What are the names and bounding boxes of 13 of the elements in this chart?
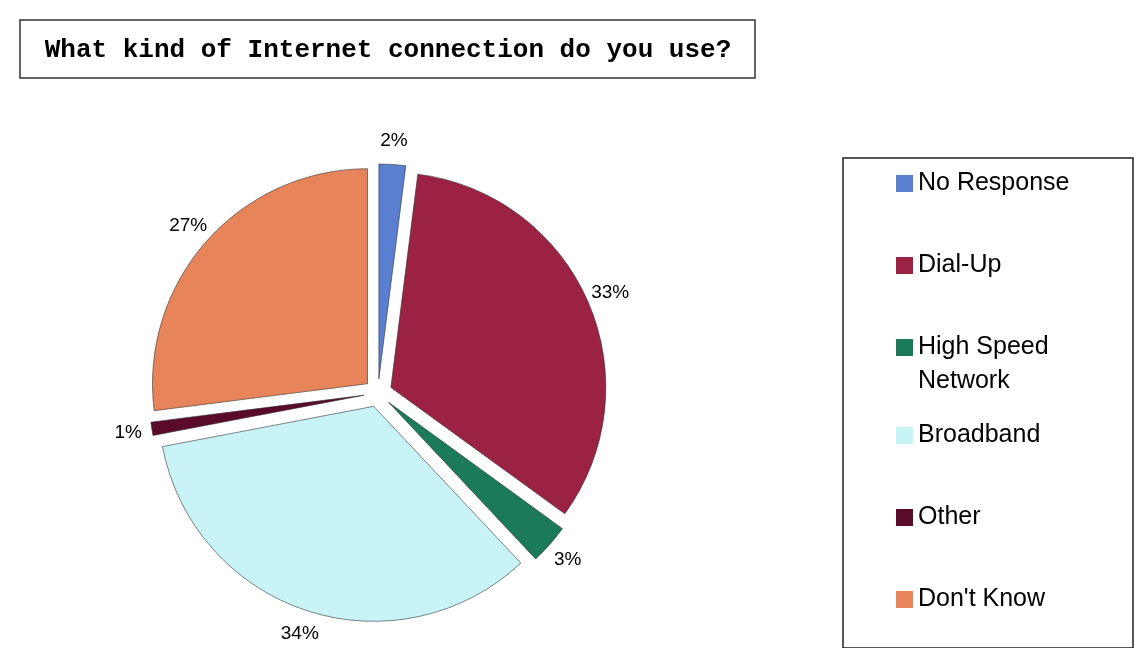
data-label: 1% <box>114 420 142 442</box>
legend-label: Dial-Up <box>918 248 1002 277</box>
legend-label: No Response <box>918 166 1070 195</box>
legend-label: High Speed Network <box>918 330 1049 393</box>
chart-title: What kind of Internet connection do you use? <box>44 34 732 65</box>
data-label: 3% <box>554 548 582 570</box>
data-label: 2% <box>380 128 408 150</box>
legend-label: Don't Know <box>918 582 1047 611</box>
legend-label: Broadband <box>918 418 1041 447</box>
data-label: 27% <box>169 213 208 235</box>
data-label: 34% <box>280 621 319 643</box>
data-label: 33% <box>591 280 630 302</box>
legend-label: Other <box>918 500 981 529</box>
